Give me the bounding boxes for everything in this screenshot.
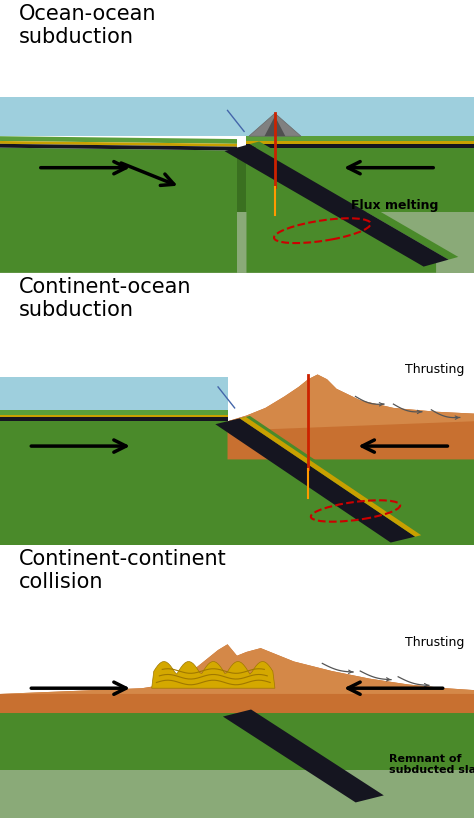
Polygon shape	[240, 416, 425, 537]
Polygon shape	[0, 410, 228, 415]
Polygon shape	[264, 116, 285, 137]
Polygon shape	[246, 144, 474, 148]
Polygon shape	[0, 645, 237, 694]
Text: Thrusting: Thrusting	[405, 363, 465, 376]
Polygon shape	[0, 137, 237, 144]
Polygon shape	[223, 709, 384, 802]
Polygon shape	[249, 142, 458, 259]
Polygon shape	[0, 645, 237, 713]
Text: Continent-continent
collision: Continent-continent collision	[19, 549, 227, 592]
Polygon shape	[228, 460, 474, 546]
Polygon shape	[246, 141, 474, 144]
Polygon shape	[237, 708, 474, 771]
Polygon shape	[228, 375, 474, 460]
Polygon shape	[246, 148, 474, 212]
Polygon shape	[0, 708, 237, 771]
Polygon shape	[237, 148, 436, 272]
Polygon shape	[0, 488, 474, 546]
Polygon shape	[0, 415, 228, 417]
Polygon shape	[0, 144, 237, 151]
Polygon shape	[237, 648, 474, 713]
Polygon shape	[215, 418, 415, 542]
Polygon shape	[240, 417, 421, 537]
Polygon shape	[246, 137, 474, 141]
Polygon shape	[0, 425, 474, 488]
Polygon shape	[237, 648, 474, 694]
Polygon shape	[0, 421, 228, 546]
Polygon shape	[0, 694, 190, 708]
Polygon shape	[0, 155, 474, 212]
Polygon shape	[0, 417, 228, 421]
Text: Ocean-ocean
subduction: Ocean-ocean subduction	[19, 4, 156, 47]
Polygon shape	[0, 377, 228, 410]
Polygon shape	[228, 375, 474, 431]
Polygon shape	[0, 212, 474, 272]
Text: Remnant of
subducted slab: Remnant of subducted slab	[389, 753, 474, 775]
Polygon shape	[225, 144, 448, 267]
Polygon shape	[0, 97, 474, 137]
Polygon shape	[0, 771, 474, 818]
Polygon shape	[249, 114, 301, 137]
Text: Thrusting: Thrusting	[405, 636, 465, 649]
Polygon shape	[284, 694, 474, 708]
Text: Flux melting: Flux melting	[351, 200, 438, 213]
Polygon shape	[0, 141, 237, 146]
Polygon shape	[0, 148, 237, 272]
Text: Continent-ocean
subduction: Continent-ocean subduction	[19, 276, 191, 320]
Polygon shape	[152, 662, 275, 688]
